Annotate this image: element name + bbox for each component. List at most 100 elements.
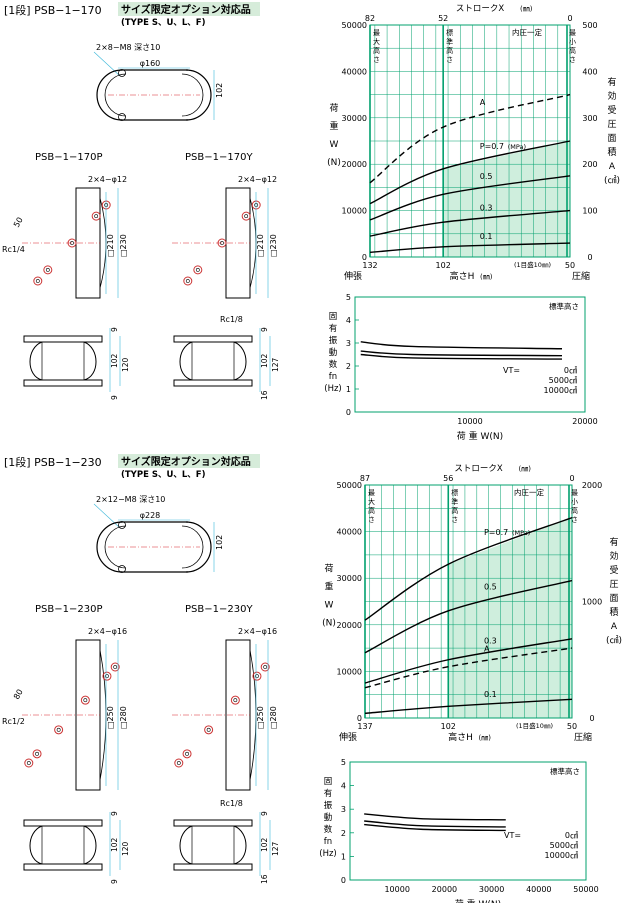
side-dim-bottom-y: 16 — [260, 874, 269, 884]
freq-y-label-char: 動 — [329, 347, 338, 358]
frequency-chart-0: 5 4 3 2 1 0 10000 20000 荷 重 W(N) 標準高さ VT= 0㎠5000㎠10… — [324, 293, 597, 442]
freq-y-label-char: 固 — [329, 312, 338, 322]
bolt-note-y: 2×4−φ12 — [238, 175, 277, 184]
curve-label-3: 0.1 — [480, 232, 493, 241]
pressure-unit: (MPa) — [508, 143, 526, 151]
marker-label-char: 標 — [451, 488, 458, 497]
series-line-1 — [369, 175, 571, 221]
bolt-note-p: 2×4−φ16 — [88, 627, 127, 636]
vt-value: 10000㎠ — [544, 386, 577, 395]
y2-axis-label-char: 有 — [607, 76, 616, 88]
mount-hole-p — [102, 671, 112, 681]
side-dim-total-label-p: 120 — [121, 841, 130, 856]
freq-x-label: 荷 重 W(N) — [457, 430, 503, 442]
freq-x-tick: 20000 — [432, 885, 457, 894]
freq-y-label-char: 有 — [324, 788, 333, 799]
marker-label-char: 高 — [569, 46, 576, 55]
side-dim-total-label-y: 127 — [271, 841, 280, 856]
freq-frame — [349, 761, 587, 881]
freq-x-tick: 40000 — [526, 885, 551, 894]
y2-axis-label-char: 面 — [607, 133, 616, 144]
freq-y-label-char: fn — [329, 372, 337, 382]
x-left-label: 伸張 — [344, 270, 362, 282]
marker-label-char: 高 — [571, 506, 578, 515]
y-axis-label-char: 荷 — [329, 103, 338, 114]
side-dim-total-label-y: 127 — [271, 357, 280, 372]
freq-y-tick: 2 — [346, 362, 351, 371]
series-line-4 — [369, 93, 571, 184]
freq-line-0 — [364, 813, 506, 821]
height-label: 102 — [215, 83, 224, 98]
y2-tick-label: 0 — [587, 253, 592, 262]
y-tick-label: 20000 — [342, 160, 367, 169]
sq-outer-y: □230 — [269, 234, 278, 257]
marker-label-char: 大 — [368, 497, 375, 506]
bellows-inner-left — [104, 525, 127, 569]
vt-value: 5000㎠ — [549, 376, 577, 385]
top-axis-unit: (㎜) — [520, 5, 533, 13]
curve-label-4: A — [484, 644, 490, 653]
freq-x-tick: 20000 — [572, 417, 597, 426]
freq-line-2 — [364, 823, 506, 832]
diameter-label: φ228 — [140, 511, 161, 520]
marker-label-char: 準 — [446, 37, 453, 46]
y2-axis-label-char: 圧 — [609, 579, 618, 590]
y2-axis-label-char: A — [609, 162, 616, 172]
radial-dim-label: 80 — [12, 688, 25, 701]
port-y-label: Rc1/8 — [220, 799, 243, 808]
mount-hole-y — [260, 662, 270, 672]
mount-hole-center-p — [94, 214, 99, 219]
y-axis-label-char: (N) — [322, 619, 336, 629]
std-height-label: 標準高さ — [549, 301, 579, 311]
mount-hole-y — [230, 695, 240, 705]
side-dim-bottom-y: 16 — [260, 390, 269, 400]
bolt-note-p: 2×4−φ12 — [88, 175, 127, 184]
variant-p-label: PSB−1−230P — [35, 604, 102, 615]
y2-tick-label: 400 — [582, 67, 597, 76]
variant-y-label: PSB−1−230Y — [185, 604, 253, 615]
freq-y-label-char: (Hz) — [319, 849, 337, 859]
freq-y-tick: 0 — [346, 408, 351, 417]
x-tick-label: 50 — [567, 722, 577, 731]
curve-label-0: P=0.7 — [480, 142, 504, 151]
marker-label-char: 最 — [368, 489, 375, 497]
freq-y-label-char: (Hz) — [324, 384, 342, 394]
vt-label: VT= — [503, 366, 520, 375]
side-bellows-left-y — [179, 825, 193, 865]
hole-note: 2×8−M8 深さ10 — [96, 43, 160, 52]
top-axis-unit: (㎜) — [519, 465, 532, 473]
freq-line-0 — [360, 341, 563, 350]
mount-hole-y — [252, 671, 262, 681]
freq-frame — [354, 296, 586, 413]
freq-y-label-char: 振 — [324, 800, 333, 811]
freq-line-1 — [360, 350, 563, 357]
side-bellows-right-p — [83, 825, 97, 865]
y2-axis-label-char: 圧 — [607, 119, 616, 130]
y-axis-label-char: (N) — [327, 158, 341, 168]
freq-y-tick: 1 — [341, 852, 346, 861]
y2-tick-label: 2000 — [582, 481, 602, 490]
x-tick-label: 102 — [436, 261, 451, 270]
mount-hole-center-y — [195, 267, 200, 272]
top-tick-label: 82 — [365, 14, 375, 23]
series-line-1 — [364, 579, 573, 654]
side-bottom-plate-y — [173, 863, 253, 871]
frequency-chart-1: 5 4 3 2 1 0 10000 20000 30000 40000 50000 荷 重 W(N) 標… — [319, 758, 598, 903]
x-tick-label: 50 — [565, 261, 575, 270]
mount-hole-p — [91, 211, 101, 221]
y-axis-label-char: 荷 — [324, 564, 333, 575]
y2-axis-label-char: 効 — [609, 550, 618, 562]
y2-tick-label: 500 — [582, 21, 597, 30]
y-axis-label-char: 重 — [329, 120, 338, 132]
radial-dim-label: 50 — [12, 216, 25, 229]
x-center-label: 高さH — [450, 270, 475, 282]
side-top-plate-p — [23, 335, 103, 343]
port-label: Rc1/2 — [2, 717, 25, 726]
y-axis-label-char: W — [325, 601, 334, 611]
freq-y-tick: 0 — [341, 876, 346, 885]
model-label: [1段] PSB−1−230 — [4, 455, 102, 469]
operating-region — [443, 141, 570, 257]
y2-axis-label-char: 積 — [609, 606, 618, 618]
marker-label-char: 小 — [569, 37, 576, 46]
y2-tick-label: 300 — [582, 114, 597, 123]
